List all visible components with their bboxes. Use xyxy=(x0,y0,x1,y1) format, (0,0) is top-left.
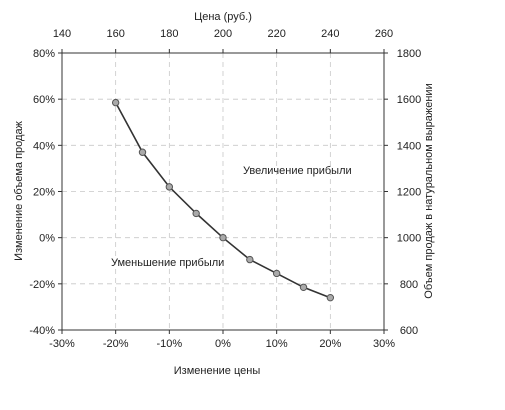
right-y-tick-label-5: 1600 xyxy=(397,94,421,106)
y-tick-label-3: 20% xyxy=(33,187,55,199)
x-tick-label-0: -30% xyxy=(49,338,75,350)
y-tick-label-5: 60% xyxy=(33,94,55,106)
plot-frame xyxy=(58,49,388,334)
top-x-tick-label-3: 200 xyxy=(214,28,232,40)
data-point-4 xyxy=(219,233,227,242)
data-point-8 xyxy=(326,293,335,302)
annotation-profit-increase: Увеличение прибыли xyxy=(243,165,352,177)
x-tick-label-2: -10% xyxy=(156,338,182,350)
x-tick-label-5: 20% xyxy=(319,338,341,350)
right-y-tick-label-3: 1200 xyxy=(397,187,421,199)
top-x-tick-label-2: 180 xyxy=(160,28,178,40)
right-y-tick-label-2: 1000 xyxy=(397,233,421,245)
data-point-7 xyxy=(299,283,308,291)
x-tick-label-1: -20% xyxy=(103,338,129,350)
top-x-tick-label-1: 160 xyxy=(106,28,124,40)
tick-labels: -30% -20% -10% 0% 10% 20% 30% -40% -20% 0% 20% 40% 6… xyxy=(29,28,421,350)
x-tick-label-3: 0% xyxy=(215,338,231,350)
right-y-tick-label-0: 600 xyxy=(400,325,418,337)
right-y-tick-label-6: 1800 xyxy=(397,48,421,60)
y-tick-label-6: 80% xyxy=(33,48,55,60)
top-x-axis-title: Цена (руб.) xyxy=(194,11,252,23)
x-tick-label-6: 30% xyxy=(373,338,395,350)
data-point-6 xyxy=(272,269,281,278)
data-point-3 xyxy=(192,209,200,218)
data-point-1 xyxy=(138,148,147,156)
y-tick-label-0: -40% xyxy=(29,325,55,337)
right-y-axis-title: Объем продаж в натуральном выражении xyxy=(423,83,435,298)
top-x-tick-label-5: 240 xyxy=(321,28,339,40)
data-point-5 xyxy=(246,255,254,264)
top-x-tick-label-4: 220 xyxy=(267,28,285,40)
top-x-tick-label-6: 260 xyxy=(375,28,393,40)
y-tick-label-4: 40% xyxy=(33,140,55,152)
x-axis-title: Изменение цены xyxy=(174,365,261,377)
annotation-profit-decrease: Уменьшение прибыли xyxy=(111,257,224,269)
data-point-2 xyxy=(165,183,174,191)
x-tick-label-4: 10% xyxy=(266,338,288,350)
series xyxy=(111,98,335,302)
y-tick-label-2: 0% xyxy=(39,233,55,245)
data-point-0 xyxy=(111,98,120,107)
right-y-tick-label-4: 1400 xyxy=(397,140,421,152)
y-tick-label-1: -20% xyxy=(29,279,55,291)
right-y-tick-label-1: 800 xyxy=(400,279,418,291)
top-x-tick-label-0: 140 xyxy=(53,28,71,40)
y-axis-title: Изменение объема продаж xyxy=(13,120,25,260)
